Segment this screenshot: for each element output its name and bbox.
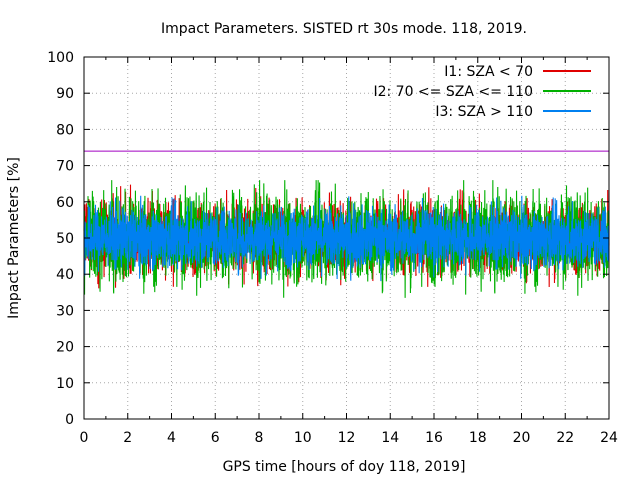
x-tick-label: 2 [123, 430, 132, 446]
x-tick-label: 4 [167, 430, 176, 446]
y-tick-label: 50 [56, 231, 74, 247]
y-tick-label: 10 [56, 376, 74, 392]
y-tick-label: 80 [56, 122, 74, 138]
x-tick-label: 24 [600, 430, 618, 446]
x-tick-label: 12 [338, 430, 356, 446]
x-tick-label: 14 [381, 430, 399, 446]
y-axis-title: Impact Parameters [%] [6, 157, 22, 319]
legend: I1: SZA < 70 I2: 70 <= SZA <= 110 I3: SZA … [373, 64, 591, 120]
y-tick-label: 40 [56, 267, 74, 283]
y-tick-label: 90 [56, 86, 74, 102]
y-tick-label: 100 [47, 50, 74, 66]
x-tick-label: 20 [513, 430, 531, 446]
y-tick-label: 0 [65, 412, 74, 428]
series-layer [83, 180, 610, 298]
x-tick-label: 10 [294, 430, 312, 446]
y-tick-label: 70 [56, 159, 74, 175]
series-line-3 [83, 195, 610, 282]
x-tick-label: 18 [469, 430, 487, 446]
y-tick-label: 20 [56, 340, 74, 356]
x-tick-label: 6 [211, 430, 220, 446]
x-tick-label: 16 [425, 430, 443, 446]
x-tick-label: 22 [556, 430, 574, 446]
y-tick-label: 60 [56, 195, 74, 211]
legend-label: I2: 70 <= SZA <= 110 [373, 84, 533, 100]
y-tick-label: 30 [56, 303, 74, 319]
legend-label: I3: SZA > 110 [435, 104, 533, 120]
chart-title: Impact Parameters. SISTED rt 30s mode. 1… [161, 21, 527, 37]
legend-label: I1: SZA < 70 [444, 64, 533, 80]
x-tick-label: 8 [255, 430, 264, 446]
x-tick-label: 0 [80, 430, 89, 446]
x-axis-title: GPS time [hours of doy 118, 2019] [223, 459, 466, 475]
